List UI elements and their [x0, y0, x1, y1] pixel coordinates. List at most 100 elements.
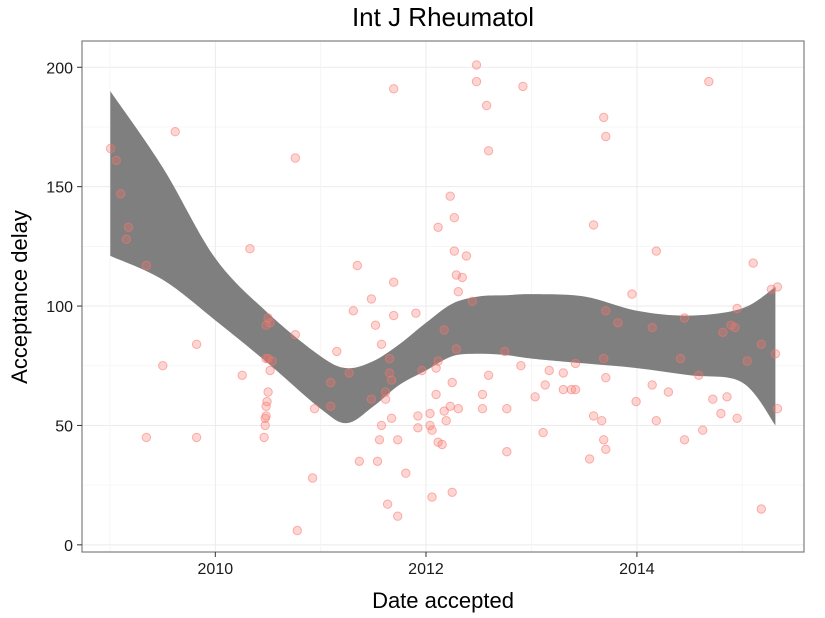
data-point: [121, 234, 132, 244]
x-axis-label: Date accepted: [372, 588, 514, 613]
data-point: [370, 320, 381, 330]
x-axis-ticks: 2010 2012 2014: [198, 552, 655, 578]
data-point: [544, 365, 554, 376]
data-point: [411, 308, 421, 318]
data-point: [694, 370, 704, 380]
data-point: [477, 389, 488, 400]
data-point: [663, 387, 674, 397]
data-point: [540, 380, 550, 390]
data-point: [245, 244, 255, 254]
data-point: [191, 432, 202, 443]
data-point: [352, 260, 362, 271]
data-point: [481, 100, 492, 111]
data-point: [742, 356, 752, 366]
data-point: [439, 406, 449, 416]
data-point: [170, 127, 180, 137]
data-point: [431, 363, 441, 373]
data-point: [467, 296, 478, 306]
data-point: [708, 394, 718, 404]
plot-panel-border: [81, 40, 805, 553]
data-point: [477, 404, 488, 414]
data-point: [393, 435, 403, 445]
data-points: [105, 60, 783, 536]
data-point: [267, 356, 277, 366]
data-point: [413, 423, 423, 433]
data-point: [770, 349, 781, 359]
data-point: [461, 251, 472, 261]
smooth-confidence-band: [110, 91, 776, 426]
data-point: [292, 525, 302, 536]
data-point: [158, 361, 168, 371]
data-point: [445, 191, 455, 201]
data-point: [601, 373, 611, 383]
data-point: [445, 401, 455, 411]
data-point: [417, 365, 427, 376]
data-point: [260, 420, 270, 431]
data-point: [584, 454, 595, 464]
data-point: [366, 394, 377, 404]
data-point: [425, 420, 435, 431]
data-point: [704, 76, 714, 87]
data-point: [309, 404, 320, 414]
data-point: [457, 272, 467, 283]
data-point: [449, 213, 459, 223]
data-point: [601, 131, 611, 142]
data-point: [437, 439, 447, 450]
data-point: [374, 435, 385, 445]
data-point: [265, 365, 275, 376]
data-point: [393, 511, 403, 521]
data-point: [433, 222, 443, 233]
data-point: [451, 344, 461, 354]
data-point: [772, 282, 783, 292]
data-point: [449, 246, 459, 256]
y-tick-label: 50: [55, 418, 73, 435]
data-point: [718, 327, 728, 337]
data-point: [730, 322, 740, 333]
data-point: [389, 310, 399, 321]
data-point: [116, 189, 126, 199]
data-point: [716, 408, 726, 419]
data-point: [558, 384, 568, 395]
data-point: [263, 313, 273, 323]
data-point: [483, 370, 494, 380]
data-point: [441, 416, 451, 426]
y-axis-label: Acceptance delay: [7, 210, 32, 384]
data-point: [500, 346, 510, 357]
data-point: [389, 277, 399, 287]
data-point: [679, 435, 690, 445]
data-point: [433, 356, 443, 366]
data-point: [502, 404, 512, 414]
data-point: [651, 416, 661, 426]
data-point: [756, 339, 766, 349]
y-tick-label: 0: [64, 538, 73, 555]
data-point: [344, 368, 354, 378]
data-point: [471, 60, 482, 70]
data-point: [191, 339, 202, 349]
data-point: [376, 339, 387, 349]
data-point: [722, 392, 732, 402]
data-point: [631, 396, 641, 407]
data-point: [382, 499, 393, 509]
data-point: [439, 325, 449, 335]
data-point: [290, 330, 300, 340]
y-tick-label: 150: [46, 180, 73, 197]
data-point: [613, 318, 623, 328]
data-point: [516, 361, 526, 371]
data-point: [372, 456, 383, 466]
data-point: [389, 84, 399, 94]
data-point: [401, 468, 411, 478]
data-point: [471, 76, 482, 87]
data-point: [307, 473, 318, 483]
data-point: [732, 413, 742, 423]
confidence-band-area: [110, 91, 776, 426]
data-point: [627, 289, 637, 299]
data-point: [263, 387, 273, 397]
y-axis-ticks: 0 50 100 150 200: [46, 60, 82, 555]
data-point: [237, 370, 247, 380]
data-point: [558, 368, 568, 378]
data-point: [601, 444, 611, 454]
data-point: [597, 416, 607, 426]
data-point: [538, 427, 548, 438]
data-point: [141, 432, 152, 443]
